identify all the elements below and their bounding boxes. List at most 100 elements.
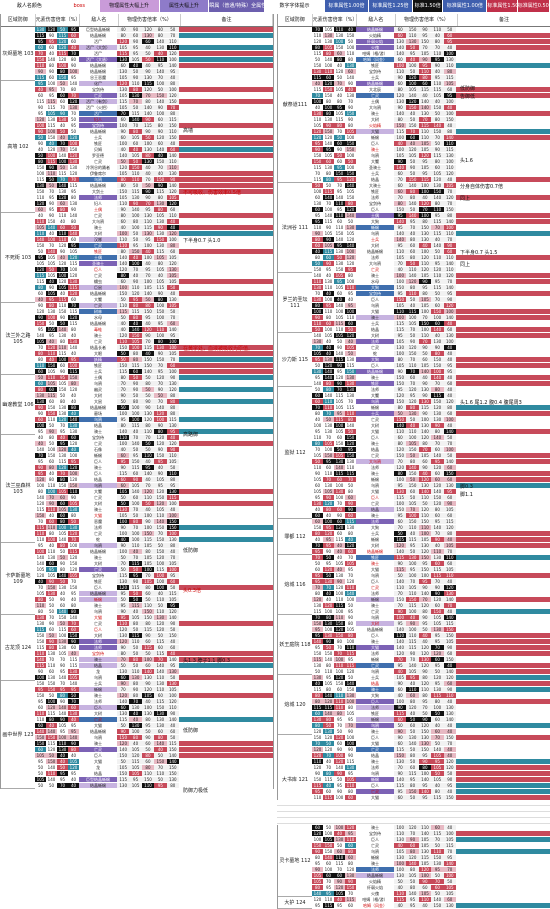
enemy-name-cell: 大猫: [356, 129, 394, 134]
notes-cell: [455, 729, 550, 734]
physical-cell: 40: [117, 447, 130, 452]
physical-cell: 95: [129, 243, 142, 248]
physical-cell: 130: [431, 339, 444, 344]
physical-cell: 70: [129, 525, 142, 530]
elemental-cell: 80: [334, 57, 345, 62]
physical-cell: 150: [154, 309, 167, 314]
physical-cell: 120: [154, 501, 167, 506]
physical-cell: 110: [406, 291, 419, 296]
enemy-name-cell: 骑士: [356, 639, 394, 644]
elemental-cell: 40: [46, 543, 57, 548]
notes-cell: [455, 753, 550, 758]
physical-cell: 110: [394, 633, 407, 638]
elemental-cell: 110: [312, 465, 323, 470]
elemental-cell: 140: [35, 495, 46, 500]
elemental-cell: 50: [68, 225, 79, 230]
notes-cell: [455, 279, 550, 284]
enemy-name-cell: 蛇: [79, 537, 117, 542]
elemental-cell: 70: [68, 111, 79, 116]
physical-cell: 90: [394, 681, 407, 686]
notes-cell: [455, 627, 550, 632]
enemy-name-cell: 士兵: [79, 135, 117, 140]
elemental-cell: 110: [345, 315, 356, 320]
table-row: 60 140 140 150 法师 70 80 40 140 120: [312, 195, 550, 201]
physical-cell: 105: [406, 87, 419, 92]
elemental-cell: 130: [345, 693, 356, 698]
table-row: 110 115 140 130 大树 130 40 130 130 90: [35, 711, 273, 717]
elemental-cell: 90: [68, 741, 79, 746]
physical-cell: 120: [117, 39, 130, 44]
elemental-cell: 80: [345, 201, 356, 206]
enemy-name-cell: 蜥蜴: [79, 687, 117, 692]
physical-cell: 80: [166, 405, 179, 410]
physical-cell: 50: [117, 555, 130, 560]
physical-cell: 115: [394, 327, 407, 332]
notes-cell: [455, 237, 550, 242]
physical-cell: 120: [418, 435, 432, 440]
enemy-name-cell: 结晶蜥蜴: [356, 81, 394, 86]
physical-cell: 70: [418, 447, 432, 452]
elemental-cell: 140: [323, 57, 334, 62]
enemy-name-cell: 结晶: [356, 753, 394, 758]
physical-cell: 110: [166, 213, 179, 218]
enemy-name-cell: 土偶: [356, 99, 394, 104]
physical-cell: 40: [129, 273, 142, 278]
elemental-cell: 90: [68, 63, 79, 68]
elemental-cell: 115: [57, 627, 68, 632]
physical-cell: 90: [431, 585, 444, 590]
elemental-cell: 140: [345, 423, 356, 428]
elemental-cell: 95: [323, 537, 334, 542]
physical-cell: 80: [141, 549, 155, 554]
elemental-cell: 110: [334, 597, 345, 602]
physical-cell: 50: [406, 171, 419, 176]
elemental-cell: 60: [312, 567, 323, 572]
table-row: 100 110 115 120 伊鲁席尔 105 110 40 40 130: [35, 171, 273, 177]
enemy-name-cell: 蜥蜴: [356, 717, 394, 722]
physical-cell: 40: [443, 321, 456, 326]
table-row: 40 50 95 120 亡灵 100 140 50 120 120: [35, 441, 273, 447]
notes-cell: [455, 93, 550, 98]
physical-cell: 105: [418, 303, 432, 308]
enemy-name-cell: 汉娜: [79, 237, 117, 242]
physical-cell: 120: [431, 501, 444, 506]
elemental-cell: 150: [35, 321, 46, 326]
elemental-cell: 120: [323, 531, 334, 536]
notes-cell: [455, 591, 550, 596]
elemental-cell: 100: [345, 153, 356, 158]
notes-cell: [178, 753, 273, 758]
enemy-name-cell: 大狗: [356, 219, 394, 224]
physical-cell: 60: [154, 141, 167, 146]
elemental-cell: 100: [334, 39, 345, 44]
elemental-cell: 60: [57, 93, 68, 98]
physical-cell: 140: [141, 105, 155, 110]
physical-cell: 40: [443, 105, 456, 110]
region-rows: 40 80 40 60 宝剑侍 110 70 70 120 40 40 50 95 120 亡灵 100 140…: [35, 435, 273, 543]
elemental-cell: 120: [68, 477, 79, 482]
elemental-cell: 40: [46, 357, 57, 362]
physical-cell: 140: [154, 405, 167, 410]
table-row: 60 110 105 70 乌鸦 150 120 130 150 120: [312, 399, 550, 405]
table-row: 130 50 140 115 结晶蜥蜴 80 50 50 90 140: [35, 183, 273, 189]
physical-cell: 50: [406, 747, 419, 752]
elemental-cell: 90: [334, 147, 345, 152]
elemental-cell: 50: [334, 255, 345, 260]
notes-cell: [455, 339, 550, 344]
physical-cell: 115: [431, 153, 444, 158]
physical-cell: 150: [141, 363, 155, 368]
notes-cell: [455, 891, 550, 896]
physical-cell: 60: [117, 675, 130, 680]
physical-cell: 80: [418, 765, 432, 770]
elemental-cell: 50: [35, 765, 46, 770]
elemental-cell: 150: [312, 267, 323, 272]
enemy-name-cell: 火焰精: [356, 33, 394, 38]
physical-cell: 60: [154, 729, 167, 734]
table-row: 130 90 50 70 亡灵 110 80 80 120 90: [35, 621, 273, 627]
physical-cell: 90: [129, 27, 142, 32]
table-row: 50 140 90 105 铁匠 80 150 40 115 60: [35, 249, 273, 255]
enemy-name-cell: 骑士: [79, 693, 117, 698]
elemental-cell: 60: [334, 507, 345, 512]
elemental-cell: 130: [35, 621, 46, 626]
physical-cell: 50: [431, 249, 444, 254]
elemental-cell: 80: [345, 123, 356, 128]
elemental-cell: 80: [46, 435, 57, 440]
